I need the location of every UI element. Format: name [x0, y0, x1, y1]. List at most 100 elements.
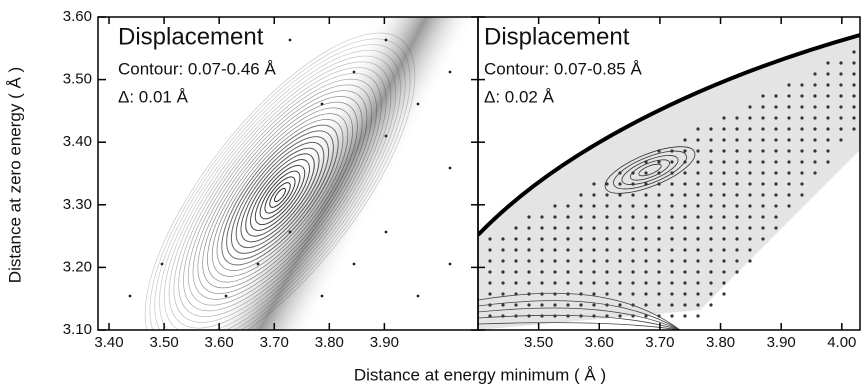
contour-line — [230, 136, 330, 254]
grid-dot — [709, 171, 713, 175]
grid-dot — [670, 248, 674, 252]
grid-dot — [748, 215, 752, 219]
x-tick-label: 3.50 — [149, 334, 178, 351]
grid-dot — [657, 303, 661, 307]
grid-dot — [352, 262, 356, 266]
grid-dot — [709, 259, 713, 263]
grid-dot — [488, 314, 492, 318]
y-axis-label: Distance at zero energy ( Å ) — [5, 67, 24, 283]
contour-line — [478, 322, 681, 330]
grid-dot — [320, 294, 324, 298]
grid-dot — [696, 127, 700, 131]
grid-dot — [761, 105, 765, 109]
grid-dot — [852, 105, 856, 109]
grid-dot — [256, 262, 260, 266]
grid-dot — [514, 270, 518, 274]
grid-dot — [787, 160, 791, 164]
grid-dot — [592, 270, 596, 274]
grid-dot — [709, 160, 713, 164]
grid-dot — [748, 204, 752, 208]
grid-dot — [288, 230, 292, 234]
grid-dot — [696, 259, 700, 263]
grid-dot — [787, 138, 791, 142]
grid-dot — [787, 193, 791, 197]
grid-dot — [761, 160, 765, 164]
grid-dot — [774, 149, 778, 153]
contour-line — [154, 44, 406, 330]
grid-dot — [618, 237, 622, 241]
contour-line — [173, 67, 387, 323]
x-tick-label: 3.80 — [706, 334, 735, 351]
grid-dot — [644, 259, 648, 263]
grid-dot — [709, 226, 713, 230]
grid-dot — [735, 204, 739, 208]
grid-dot — [800, 138, 804, 142]
contour-line — [178, 72, 382, 318]
grid-dot — [683, 149, 687, 153]
y-tick-label: 3.10 — [63, 321, 92, 338]
grid-dot — [839, 94, 843, 98]
grid-dot — [800, 94, 804, 98]
grid-dot — [670, 193, 674, 197]
grid-dot — [501, 314, 505, 318]
grid-dot — [527, 215, 531, 219]
grid-dot — [774, 226, 778, 230]
grid-dot — [774, 204, 778, 208]
grid-dot — [670, 292, 674, 296]
grid-dot — [553, 204, 557, 208]
grid-dot — [761, 149, 765, 153]
grid-dot — [579, 215, 583, 219]
grid-dot — [826, 105, 830, 109]
grid-dot — [709, 127, 713, 131]
grid-dot — [670, 204, 674, 208]
grid-dot — [501, 259, 505, 263]
grid-dot — [696, 281, 700, 285]
grid-dot — [722, 292, 726, 296]
grid-dot — [722, 281, 726, 285]
grid-dot — [384, 230, 388, 234]
grid-dot — [722, 138, 726, 142]
grid-dot — [605, 248, 609, 252]
grid-dot — [644, 303, 648, 307]
annotation: Δ: 0.01 Å — [118, 87, 189, 106]
grid-dot — [722, 204, 726, 208]
grid-dot — [722, 215, 726, 219]
contour-line — [604, 146, 696, 194]
grid-dot — [774, 127, 778, 131]
grid-dot — [514, 237, 518, 241]
grid-dot — [579, 237, 583, 241]
grid-dot — [683, 248, 687, 252]
grid-dot — [566, 226, 570, 230]
grid-dot — [774, 160, 778, 164]
x-tick-label: 3.80 — [315, 334, 344, 351]
grid-dot — [540, 237, 544, 241]
grid-dot — [722, 259, 726, 263]
grid-dot — [839, 138, 843, 142]
annotation: Contour: 0.07-0.85 Å — [484, 59, 642, 78]
grid-dot — [813, 72, 817, 76]
contour-line — [613, 150, 687, 190]
fill-region — [478, 35, 860, 330]
grid-dot — [735, 270, 739, 274]
grid-dot — [540, 259, 544, 263]
x-tick-label: 4.00 — [827, 334, 856, 351]
grid-dot — [787, 171, 791, 175]
grid-dot — [527, 281, 531, 285]
grid-dot — [748, 248, 752, 252]
contour-line — [240, 147, 320, 243]
grid-dot — [839, 83, 843, 87]
grid-dot — [592, 193, 596, 197]
grid-dot — [735, 259, 739, 263]
grid-dot — [683, 314, 687, 318]
grid-dot — [709, 215, 713, 219]
grid-dot — [683, 171, 687, 175]
grid-dot — [644, 237, 648, 241]
grid-dot — [160, 262, 164, 266]
grid-dot — [514, 226, 518, 230]
grid-dot — [748, 105, 752, 109]
grid-dot — [488, 292, 492, 296]
grid-dot — [735, 127, 739, 131]
grid-dot — [709, 138, 713, 142]
grid-dot — [644, 248, 648, 252]
